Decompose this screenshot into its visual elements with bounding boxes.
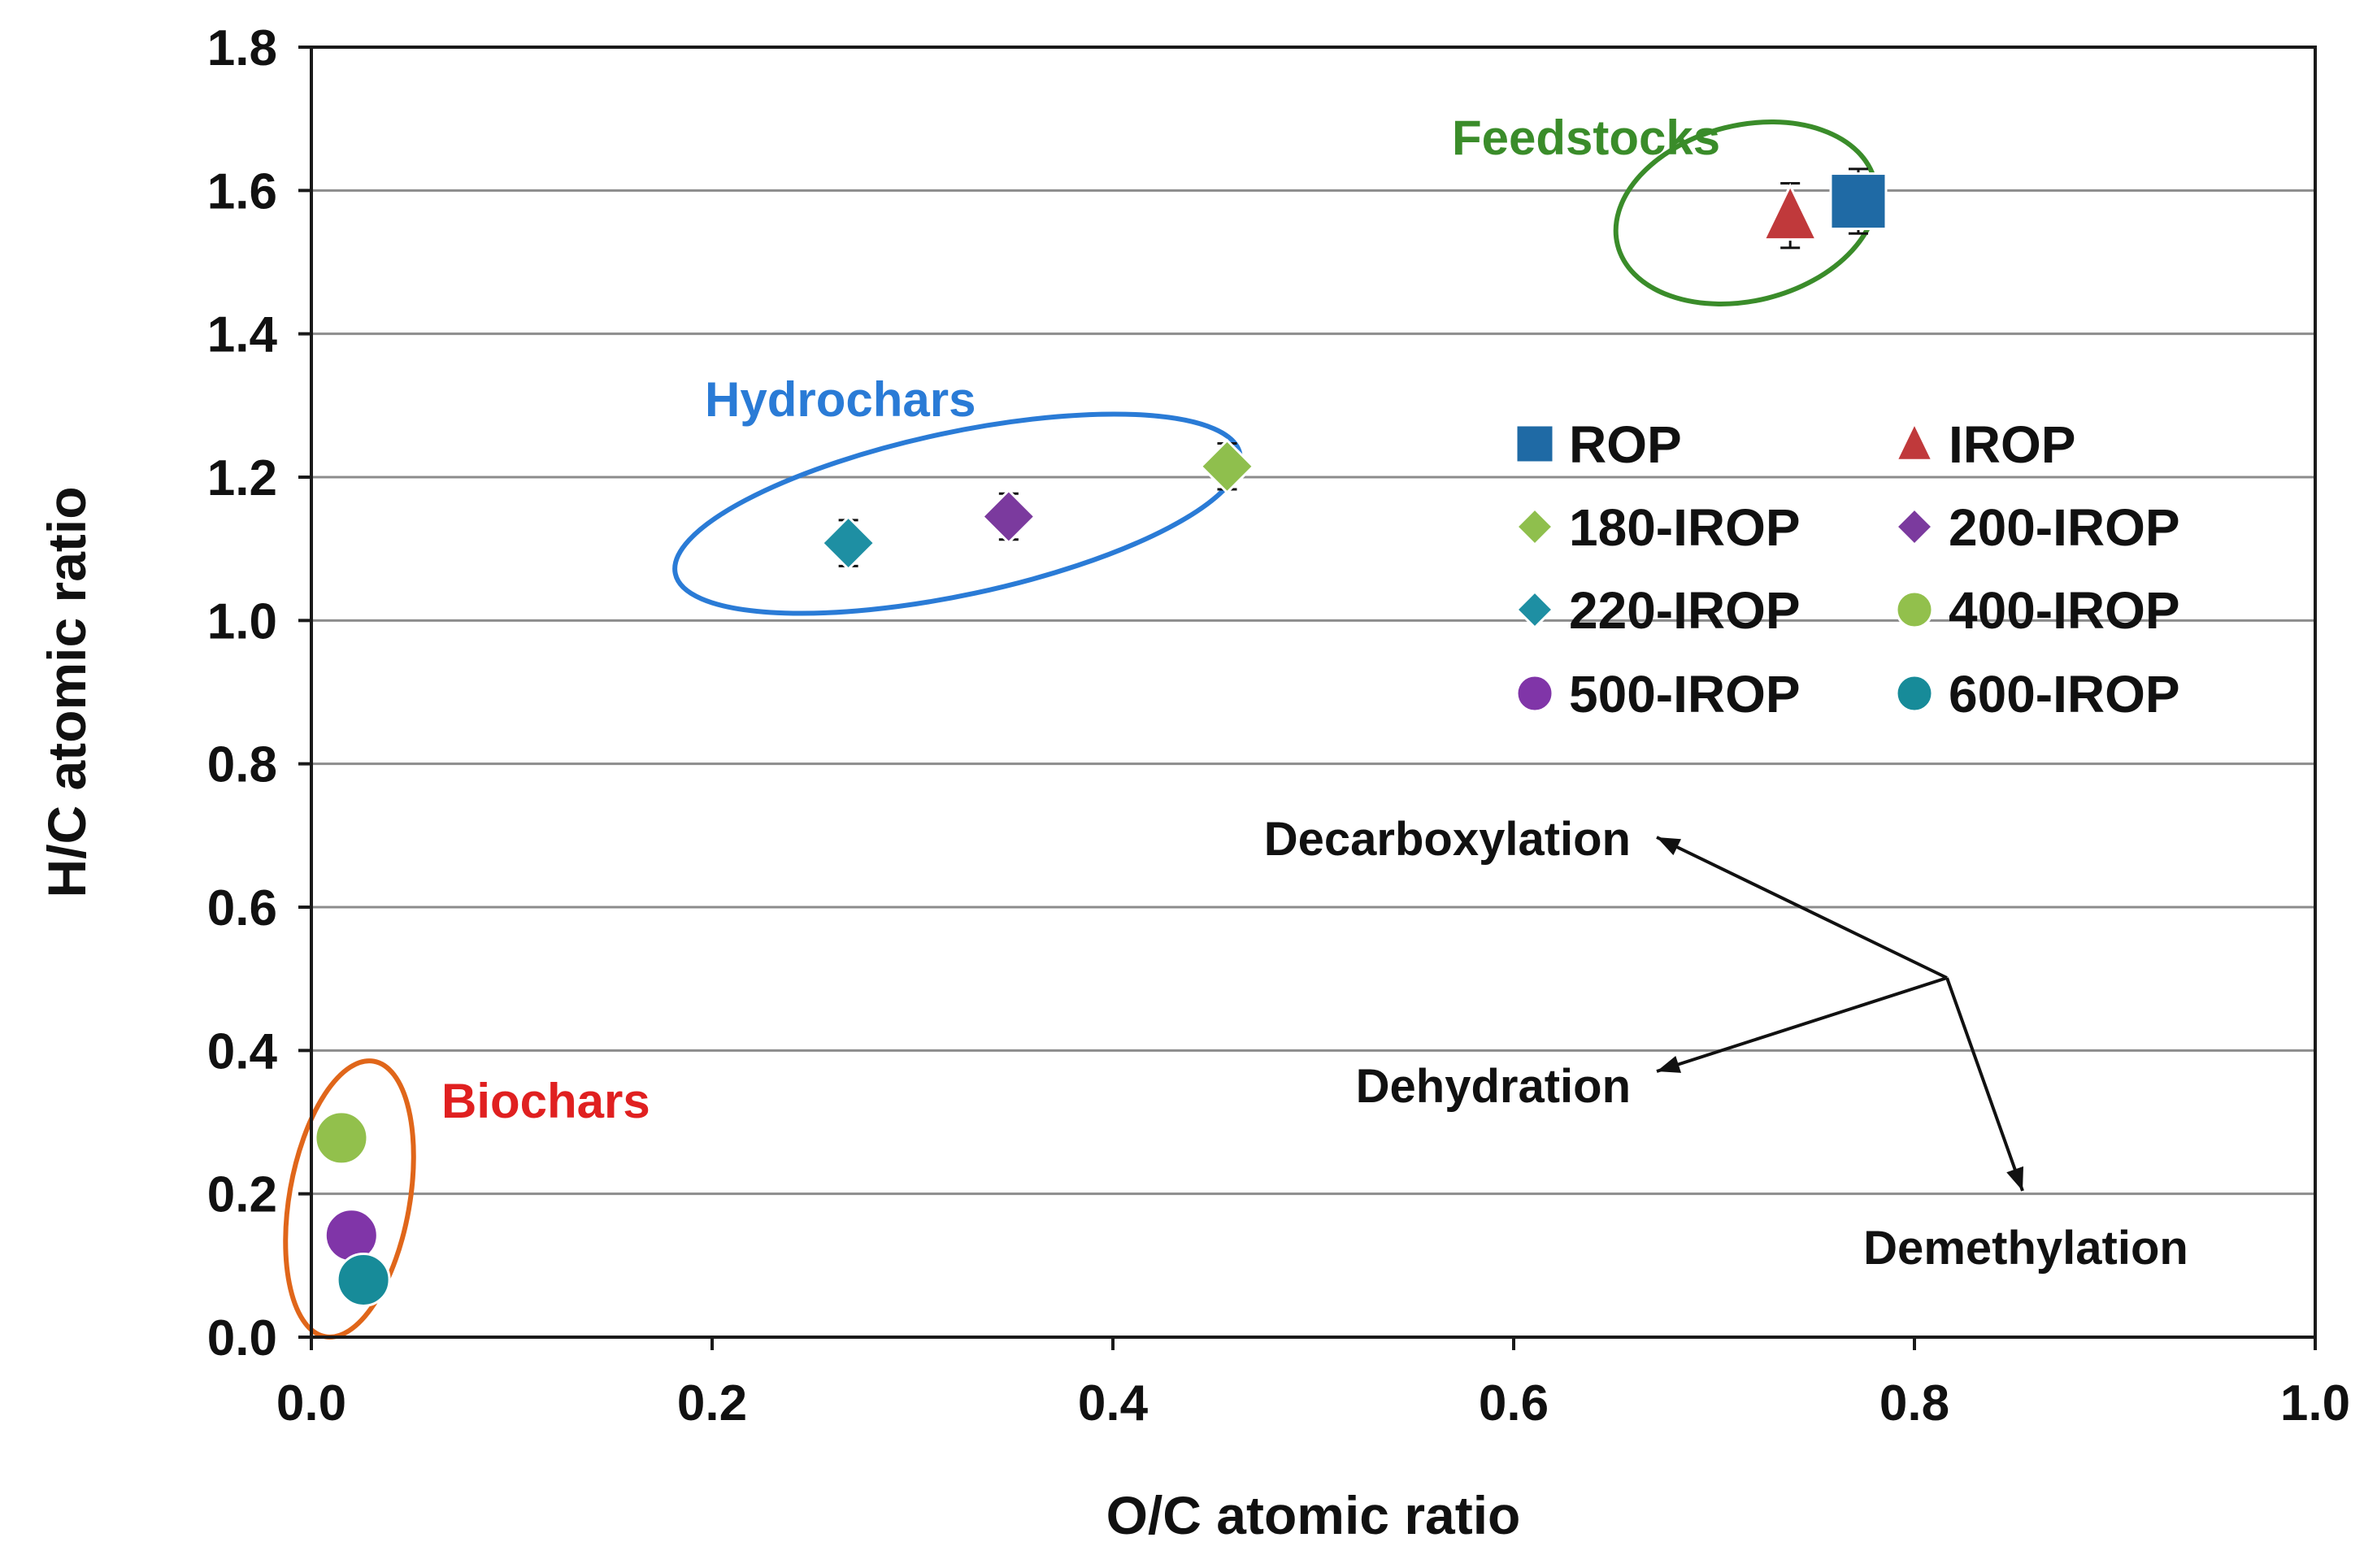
legend-item-220-irop: 220-IROP — [1514, 581, 1801, 640]
legend-label: 400-IROP — [1949, 581, 2180, 640]
reaction-arrows — [1656, 836, 2024, 1192]
point-rop — [1829, 172, 1888, 231]
legend-label: 220-IROP — [1569, 581, 1801, 640]
point-200-irop — [980, 489, 1036, 545]
legend-swatch — [1895, 590, 1934, 629]
feedstocks-label: Feedstocks — [1452, 111, 1720, 165]
y-tick-label: 1.8 — [207, 20, 277, 76]
x-axis-title: O/C atomic ratio — [1106, 1485, 1521, 1545]
legend-swatch — [1514, 506, 1555, 547]
biochars-label: Biochars — [441, 1074, 650, 1128]
point-600-irop — [336, 1252, 391, 1307]
series-layer — [314, 167, 1888, 1307]
legend-item-180-irop: 180-IROP — [1514, 498, 1801, 557]
legend-item-500-irop: 500-IROP — [1515, 665, 1801, 723]
arrow-shaft — [1656, 836, 1948, 979]
point-180-irop — [1199, 438, 1255, 494]
legend-item-400-irop: 400-IROP — [1895, 581, 2180, 640]
plot-area: 0.0 0.2 0.4 0.6 0.8 1.0 1.2 1.4 1.6 1.8 0.0 0.2 0.4 0… — [207, 20, 2350, 1431]
y-tick-label: 0.8 — [207, 737, 277, 793]
axes: 0.0 0.2 0.4 0.6 0.8 1.0 1.2 1.4 1.6 1.8 0.0 0.2 0.4 0… — [207, 20, 2350, 1431]
arrow-demethylation — [1945, 977, 2024, 1192]
y-tick-label: 0.0 — [207, 1310, 277, 1366]
series-rop — [1829, 167, 1888, 235]
y-tick-label: 1.6 — [207, 163, 277, 219]
legend-swatch — [1515, 674, 1554, 713]
y-tick-label: 1.0 — [207, 593, 277, 649]
arrow-dehydration — [1656, 976, 1948, 1073]
series-180-irop — [1199, 438, 1255, 494]
x-tick-label: 0.4 — [1078, 1375, 1149, 1431]
x-tick-label: 0.2 — [677, 1375, 747, 1431]
arrow-head — [1657, 1055, 1682, 1073]
legend-label: 200-IROP — [1949, 498, 2180, 557]
legend: ROP IROP 180-IROP 200-IROP 220-IROP 400-IROP 5… — [1514, 415, 2180, 723]
point-220-irop — [820, 515, 876, 571]
legend-label: ROP — [1569, 415, 1682, 474]
x-tick-label: 1.0 — [2280, 1375, 2350, 1431]
arrow-head — [1657, 837, 1681, 856]
legend-label: 600-IROP — [1949, 665, 2180, 723]
x-tick-label: 0.0 — [276, 1375, 346, 1431]
legend-label: 500-IROP — [1569, 665, 1801, 723]
y-tick-label: 0.2 — [207, 1167, 277, 1223]
legend-swatch — [1894, 506, 1935, 547]
series-220-irop — [820, 515, 876, 571]
x-tick-label: 0.6 — [1479, 1375, 1549, 1431]
arrow-decarboxylation — [1656, 836, 1948, 979]
annotation-demethylation: Demethylation — [1863, 1222, 2188, 1275]
series-400-irop — [314, 1110, 369, 1166]
legend-swatch — [1514, 589, 1555, 630]
legend-label: IROP — [1949, 415, 2075, 474]
legend-item-600-irop: 600-IROP — [1895, 665, 2180, 723]
arrow-shaft — [1945, 977, 2024, 1192]
plot-frame — [310, 46, 2317, 1339]
series-irop — [1762, 182, 1819, 250]
y-tick-label: 0.4 — [207, 1023, 278, 1079]
y-axis-title: H/C atomic ratio — [37, 486, 97, 897]
legend-swatch — [1514, 423, 1555, 464]
legend-item-rop: ROP — [1514, 415, 1682, 474]
y-tick-label: 0.6 — [207, 880, 277, 936]
arrow-shaft — [1656, 976, 1948, 1073]
arrow-head — [2006, 1166, 2023, 1191]
legend-swatch — [1895, 674, 1934, 713]
y-tick-label: 1.4 — [207, 307, 278, 363]
y-tick-label: 1.2 — [207, 450, 277, 506]
point-400-irop — [314, 1110, 369, 1166]
legend-label: 180-IROP — [1569, 498, 1801, 557]
hydrochars-label: Hydrochars — [705, 372, 976, 427]
legend-item-200-irop: 200-IROP — [1894, 498, 2180, 557]
legend-item-irop: IROP — [1894, 415, 2075, 474]
annotation-decarboxylation: Decarboxylation — [1264, 813, 1631, 866]
series-600-irop — [336, 1252, 391, 1307]
x-tick-label: 0.8 — [1879, 1375, 1949, 1431]
legend-swatch — [1894, 420, 1935, 462]
series-200-irop — [980, 489, 1036, 545]
point-irop — [1762, 182, 1819, 241]
annotation-dehydration: Dehydration — [1356, 1060, 1631, 1113]
